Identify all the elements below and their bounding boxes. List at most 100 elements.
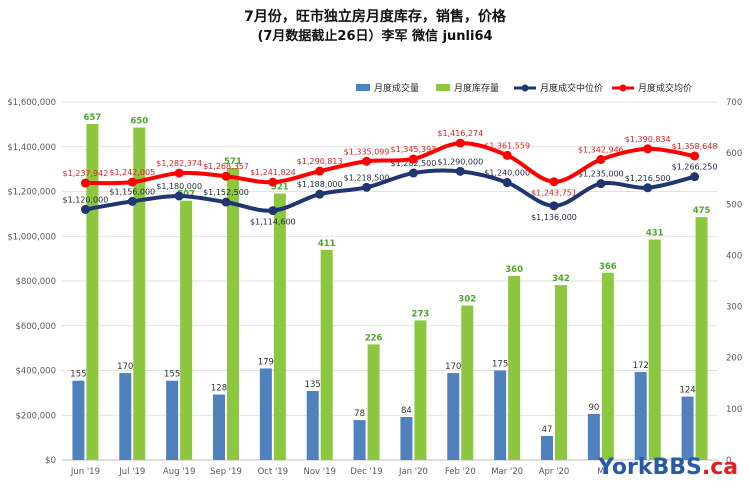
median-price-point (127, 196, 137, 206)
average-price-label: $1,243,751 (531, 189, 577, 198)
y-left-tick-label: $200,000 (15, 411, 56, 421)
median-price-label: $1,152,500 (203, 188, 249, 197)
inventory-bar-label: 366 (599, 262, 617, 272)
y-left-tick-label: $400,000 (15, 367, 56, 377)
median-price-point (549, 201, 559, 211)
median-price-label: $1,290,000 (437, 157, 483, 166)
inventory-bar-label: 302 (458, 295, 476, 305)
sales-bar (306, 390, 319, 460)
median-price-point (408, 168, 418, 178)
watermark-part1: YorkBBS (598, 455, 702, 480)
inventory-bar (133, 127, 146, 461)
y-left-tick-label: $1,400,000 (7, 143, 56, 153)
average-price-point (643, 144, 653, 154)
inventory-bar-label: 360 (505, 265, 523, 275)
inventory-bar (414, 320, 427, 460)
inventory-bar-label: 475 (693, 206, 711, 216)
sales-bar-label: 170 (445, 362, 461, 372)
y-left-tick-label: $800,000 (15, 277, 56, 287)
median-price-label: $1,120,000 (63, 195, 109, 204)
inventory-bar (648, 239, 661, 460)
x-tick-label: Jul '19 (118, 467, 145, 477)
median-price-point (221, 197, 231, 207)
legend-marker (619, 84, 627, 92)
median-price-label: $1,136,000 (531, 213, 577, 222)
sales-bar-label: 155 (164, 370, 180, 380)
inventory-bar (320, 249, 333, 460)
average-price-point (127, 177, 137, 187)
median-price-label: $1,218,500 (344, 173, 390, 182)
sales-bar (681, 396, 694, 460)
sales-bar (400, 417, 413, 460)
inventory-bar (180, 200, 193, 460)
y-right-tick-label: 700 (726, 98, 742, 108)
average-price-label: $1,282,374 (156, 159, 202, 168)
y-left-tick-label: $0 (45, 456, 56, 466)
median-price-label: $1,114,600 (250, 218, 296, 227)
legend-label: 月度成交中位价 (540, 82, 603, 94)
sales-bar (447, 373, 460, 460)
x-tick-label: Jun '19 (70, 467, 100, 477)
sales-bar-label: 84 (401, 406, 412, 416)
average-price-point (268, 177, 278, 187)
average-price-point (80, 178, 90, 188)
median-price-point (268, 206, 278, 216)
inventory-bar-label: 657 (84, 113, 102, 123)
average-price-point (690, 151, 700, 161)
y-left-tick-label: $1,600,000 (7, 98, 56, 108)
inventory-bar (227, 167, 239, 460)
y-right-tick-label: 600 (726, 149, 742, 159)
sales-bar (353, 420, 366, 460)
average-price-point (502, 150, 512, 160)
y-right-tick-label: 400 (726, 251, 742, 261)
yorkbbs-watermark: YorkBBS.ca (598, 455, 738, 480)
inventory-bar-label: 650 (130, 117, 148, 127)
average-price-label: $1,268,357 (203, 162, 249, 171)
median-price-point (362, 182, 372, 192)
inventory-bar-label: 521 (271, 183, 289, 193)
sales-bar (634, 372, 647, 460)
average-price-point (549, 177, 559, 187)
average-price-label: $1,335,099 (344, 147, 390, 156)
average-price-label: $1,358,648 (672, 142, 718, 151)
inventory-bar-label: 273 (412, 309, 430, 319)
inventory-bar (367, 344, 380, 460)
legend-label: 月度库存量 (454, 82, 499, 94)
inventory-bar-label: 226 (365, 333, 383, 343)
sales-bar (213, 394, 225, 460)
median-price-point (455, 166, 465, 176)
legend-label: 月度成交均价 (638, 82, 692, 94)
legend-label: 月度成交量 (374, 82, 419, 94)
average-price-point (174, 168, 184, 178)
chart-subtitle: (7月数据截止26日）李军 微信 junli64 (257, 29, 493, 44)
average-price-label: $1,237,942 (63, 169, 109, 178)
inventory-bar-label: 411 (318, 239, 336, 249)
x-tick-label: Dec '19 (350, 467, 382, 477)
median-price-point (315, 189, 325, 199)
average-price-point (455, 138, 465, 148)
sales-bar (119, 373, 132, 460)
median-price-label: $1,216,500 (625, 174, 671, 183)
y-right-tick-label: 500 (726, 200, 742, 210)
sales-bar-label: 47 (542, 425, 553, 435)
sales-bar-label: 172 (633, 361, 649, 371)
sales-bar-label: 175 (492, 360, 508, 370)
median-price-point (502, 178, 512, 188)
average-price-label: $1,416,274 (437, 129, 483, 138)
sales-bar-label: 155 (70, 370, 86, 380)
sales-bar-label: 90 (588, 403, 599, 413)
x-tick-label: Jan '20 (398, 467, 428, 477)
inventory-bar-label: 571 (224, 157, 242, 167)
median-price-label: $1,235,000 (578, 170, 624, 179)
inventory-bar (695, 217, 708, 460)
legend-marker (521, 84, 529, 92)
average-price-label: $1,390,834 (625, 135, 671, 144)
sales-bar (541, 435, 553, 460)
sales-bar-label: 128 (211, 384, 227, 394)
average-price-label: $1,361,559 (484, 141, 530, 150)
chart-title: 7月份，旺市独立房月度库存，销售，价格 (244, 9, 506, 25)
x-tick-label: Apr '20 (539, 467, 570, 477)
y-right-tick-label: 300 (726, 303, 742, 313)
y-left-tick-label: $1,000,000 (7, 232, 56, 242)
